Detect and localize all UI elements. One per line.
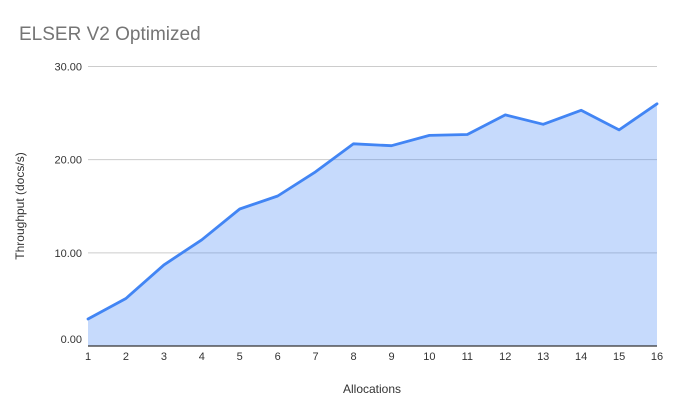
x-tick-label: 1 xyxy=(85,351,91,363)
x-tick-label: 15 xyxy=(613,351,625,363)
x-tick-label: 7 xyxy=(313,351,319,363)
area-fill xyxy=(88,103,657,346)
x-tick-label: 4 xyxy=(199,351,205,363)
x-tick-label: 13 xyxy=(537,351,549,363)
y-tick-label: 30.00 xyxy=(54,62,82,74)
y-tick-label: 0.00 xyxy=(61,334,82,346)
x-tick-label: 6 xyxy=(275,351,281,363)
y-tick-label: 10.00 xyxy=(54,248,82,260)
x-tick-label: 11 xyxy=(462,351,473,363)
x-tick-label: 16 xyxy=(651,351,663,363)
x-tick-label: 2 xyxy=(123,351,129,363)
x-tick-label: 8 xyxy=(350,351,356,363)
x-tick-label: 9 xyxy=(388,351,394,363)
x-tick-label: 5 xyxy=(237,351,243,363)
x-tick-label: 3 xyxy=(161,351,167,363)
x-tick-label: 14 xyxy=(575,351,587,363)
y-tick-label: 20.00 xyxy=(54,155,82,167)
x-tick-label: 12 xyxy=(499,351,511,363)
x-tick-label: 10 xyxy=(423,351,435,363)
series-line xyxy=(86,102,659,321)
chart-title: ELSER V2 Optimized xyxy=(19,24,201,45)
x-axis-title: Allocations xyxy=(342,382,402,396)
